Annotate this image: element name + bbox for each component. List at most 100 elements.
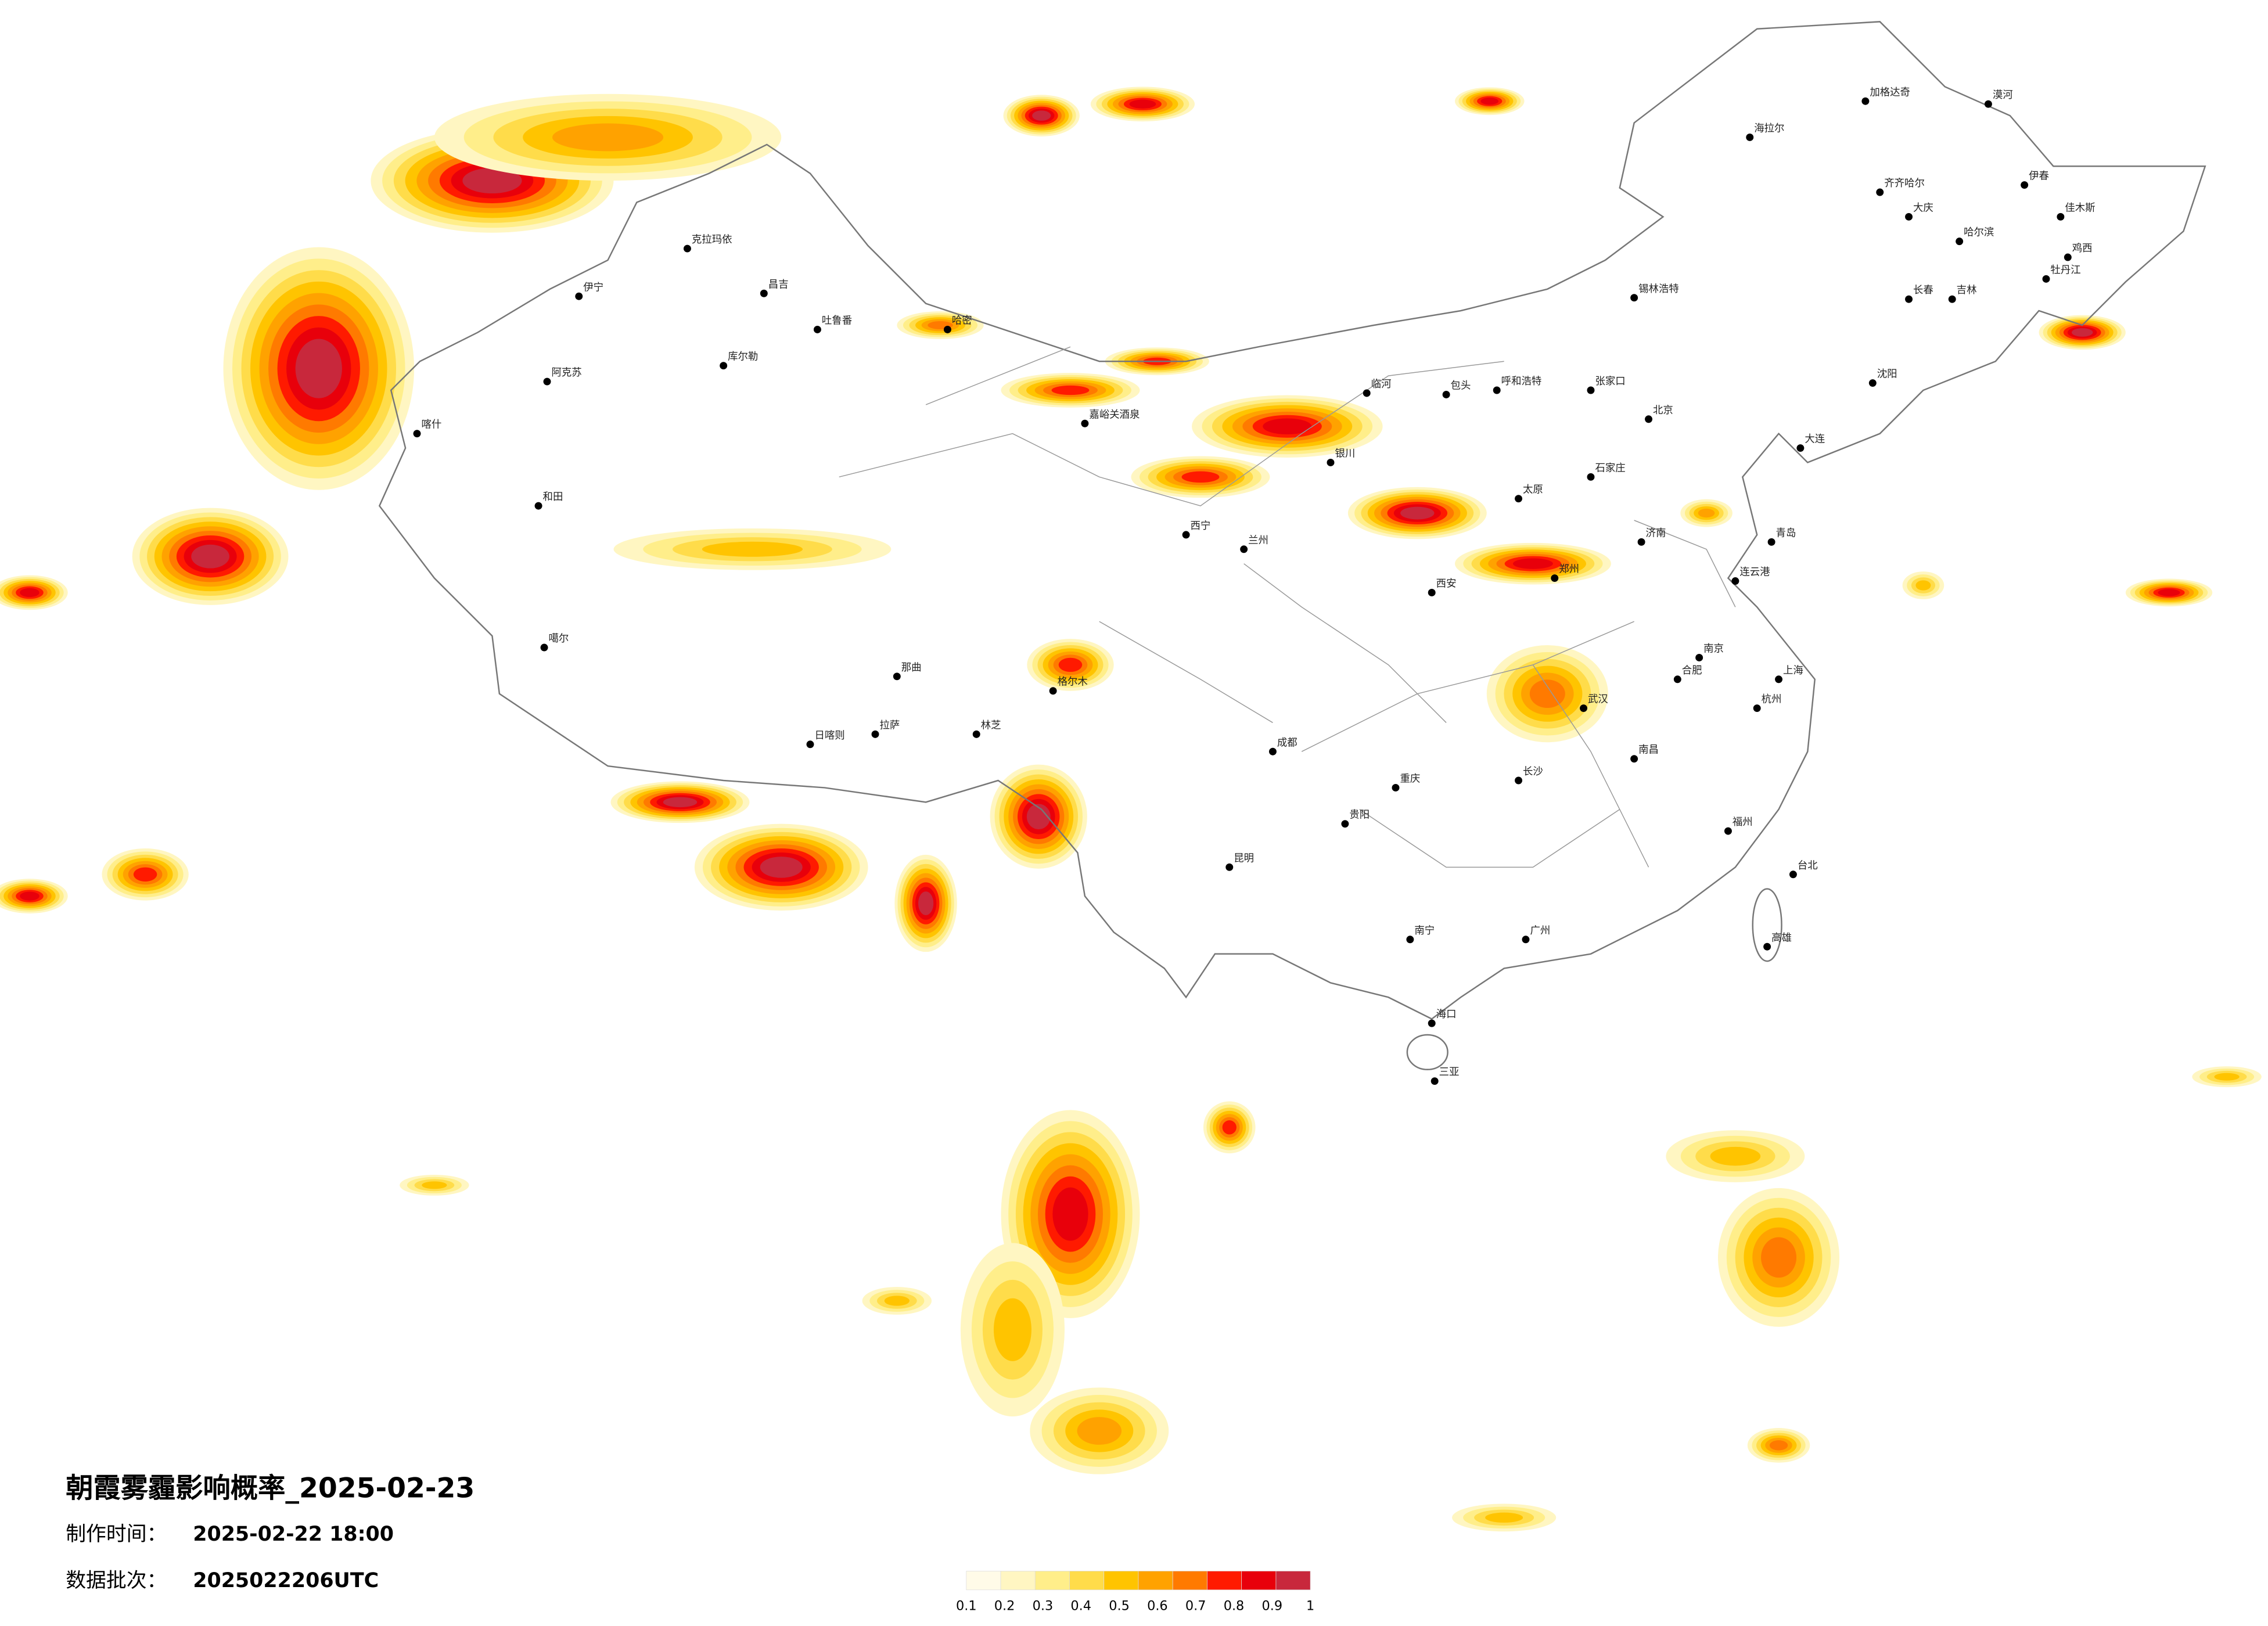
city-dot xyxy=(2057,213,2065,221)
legend-swatch xyxy=(1275,1571,1311,1591)
city-label: 海拉尔 xyxy=(1754,123,1784,134)
city-label: 成都 xyxy=(1277,737,1297,749)
city-label: 青岛 xyxy=(1776,527,1796,539)
probability-patch xyxy=(191,544,229,569)
legend-tick-label: 0.9 xyxy=(1262,1599,1283,1614)
city-dot xyxy=(1630,294,1638,302)
city-label: 鸡西 xyxy=(2072,243,2093,254)
city-label: 加格达奇 xyxy=(1870,87,1910,98)
city-label: 西宁 xyxy=(1191,520,1211,532)
probability-patch xyxy=(1710,1146,1761,1166)
city-label: 合肥 xyxy=(1682,665,1702,677)
legend-tick-label: 0.4 xyxy=(1070,1599,1091,1614)
probability-patch xyxy=(760,857,803,878)
legend-tick-label: 1 xyxy=(1306,1599,1314,1614)
city-label: 那曲 xyxy=(901,662,922,674)
city-dot xyxy=(1587,473,1595,481)
city-label: 佳木斯 xyxy=(2065,202,2095,214)
city-dot xyxy=(1049,687,1057,695)
probability-patch xyxy=(1129,99,1156,109)
legend-swatch xyxy=(1069,1571,1105,1591)
probability-patch xyxy=(993,1298,1031,1361)
probability-patch xyxy=(1058,657,1083,672)
city-dot xyxy=(2064,253,2072,261)
probability-patch xyxy=(462,168,522,194)
city-label: 福州 xyxy=(1733,816,1753,828)
legend-swatch xyxy=(1138,1571,1173,1591)
city-dot xyxy=(1868,379,1877,387)
city-dot xyxy=(1268,747,1277,756)
city-label: 临河 xyxy=(1371,379,1392,390)
city-label: 连云港 xyxy=(1739,567,1770,578)
city-label: 伊春 xyxy=(2029,171,2049,182)
probability-field xyxy=(0,87,2262,1532)
city-dot xyxy=(1645,415,1653,423)
city-dot xyxy=(1956,238,1964,246)
probability-patch xyxy=(918,891,934,915)
probability-patch xyxy=(1512,558,1553,569)
city-dot xyxy=(1789,870,1797,879)
probability-patch xyxy=(1026,804,1051,830)
probability-patch xyxy=(1698,508,1715,518)
city-dot xyxy=(540,643,548,652)
made-label: 制作时间： xyxy=(66,1523,167,1546)
city-dot xyxy=(1515,776,1523,785)
city-label: 哈尔滨 xyxy=(1964,227,1994,239)
city-dot xyxy=(871,730,879,738)
city-label: 长春 xyxy=(1913,285,1933,296)
probability-patch xyxy=(1480,98,1499,105)
probability-patch xyxy=(422,1181,447,1189)
city-label: 噶尔 xyxy=(549,633,569,645)
probability-patch xyxy=(1052,1187,1088,1241)
probability-patch xyxy=(2071,328,2093,337)
city-dot xyxy=(1225,863,1234,871)
city-dot xyxy=(1984,100,1992,108)
city-label: 海口 xyxy=(1436,1009,1457,1020)
probability-patch xyxy=(1529,679,1565,708)
city-label: 哈密 xyxy=(952,315,972,327)
city-dot xyxy=(943,325,951,333)
city-dot xyxy=(1673,675,1681,684)
city-label: 南宁 xyxy=(1414,925,1435,937)
city-dot xyxy=(1637,538,1645,546)
city-label: 大庆 xyxy=(1913,202,1933,214)
probability-patch xyxy=(1263,418,1312,434)
city-label: 兰州 xyxy=(1248,535,1268,546)
city-dot xyxy=(1522,936,1530,944)
city-dot xyxy=(1493,386,1501,394)
city-label: 石家庄 xyxy=(1595,462,1625,474)
city-dot xyxy=(1948,295,1956,303)
city-dot xyxy=(1876,188,1884,196)
probability-patch xyxy=(1181,471,1220,483)
city-label: 克拉玛依 xyxy=(692,234,732,246)
probability-patch xyxy=(1915,580,1931,591)
city-label: 沈阳 xyxy=(1877,369,1897,380)
city-label: 银川 xyxy=(1335,448,1355,459)
china-outline xyxy=(378,21,2206,1020)
probability-patch xyxy=(133,867,157,882)
city-label: 大连 xyxy=(1805,434,1825,445)
city-label: 三亚 xyxy=(1439,1067,1460,1078)
city-dot xyxy=(575,292,583,300)
probability-patch xyxy=(1485,1512,1523,1523)
city-label: 西安 xyxy=(1436,578,1457,589)
probability-patch xyxy=(2158,589,2180,596)
city-dot xyxy=(1406,936,1414,944)
legend-tick-label: 0.3 xyxy=(1033,1599,1054,1614)
city-dot xyxy=(1182,531,1190,539)
city-dot xyxy=(1341,820,1349,828)
city-dot xyxy=(1442,390,1450,398)
city-label: 杭州 xyxy=(1762,694,1782,706)
city-dot xyxy=(893,672,901,681)
legend: 0.1 0.2 0.3 0.4 0.5 0.6 0.7 0.8 0.9 1 xyxy=(956,1571,1314,1614)
city-dot xyxy=(972,730,980,738)
city-label: 重庆 xyxy=(1400,773,1420,785)
city-dot xyxy=(1695,653,1703,661)
city-label: 格尔木 xyxy=(1058,677,1088,688)
taiwan-outline xyxy=(1752,888,1782,962)
city-dot xyxy=(683,244,691,253)
legend-tick-label: 0.7 xyxy=(1185,1599,1206,1614)
probability-patch xyxy=(1222,1120,1237,1135)
city-label: 齐齐哈尔 xyxy=(1884,178,1925,189)
